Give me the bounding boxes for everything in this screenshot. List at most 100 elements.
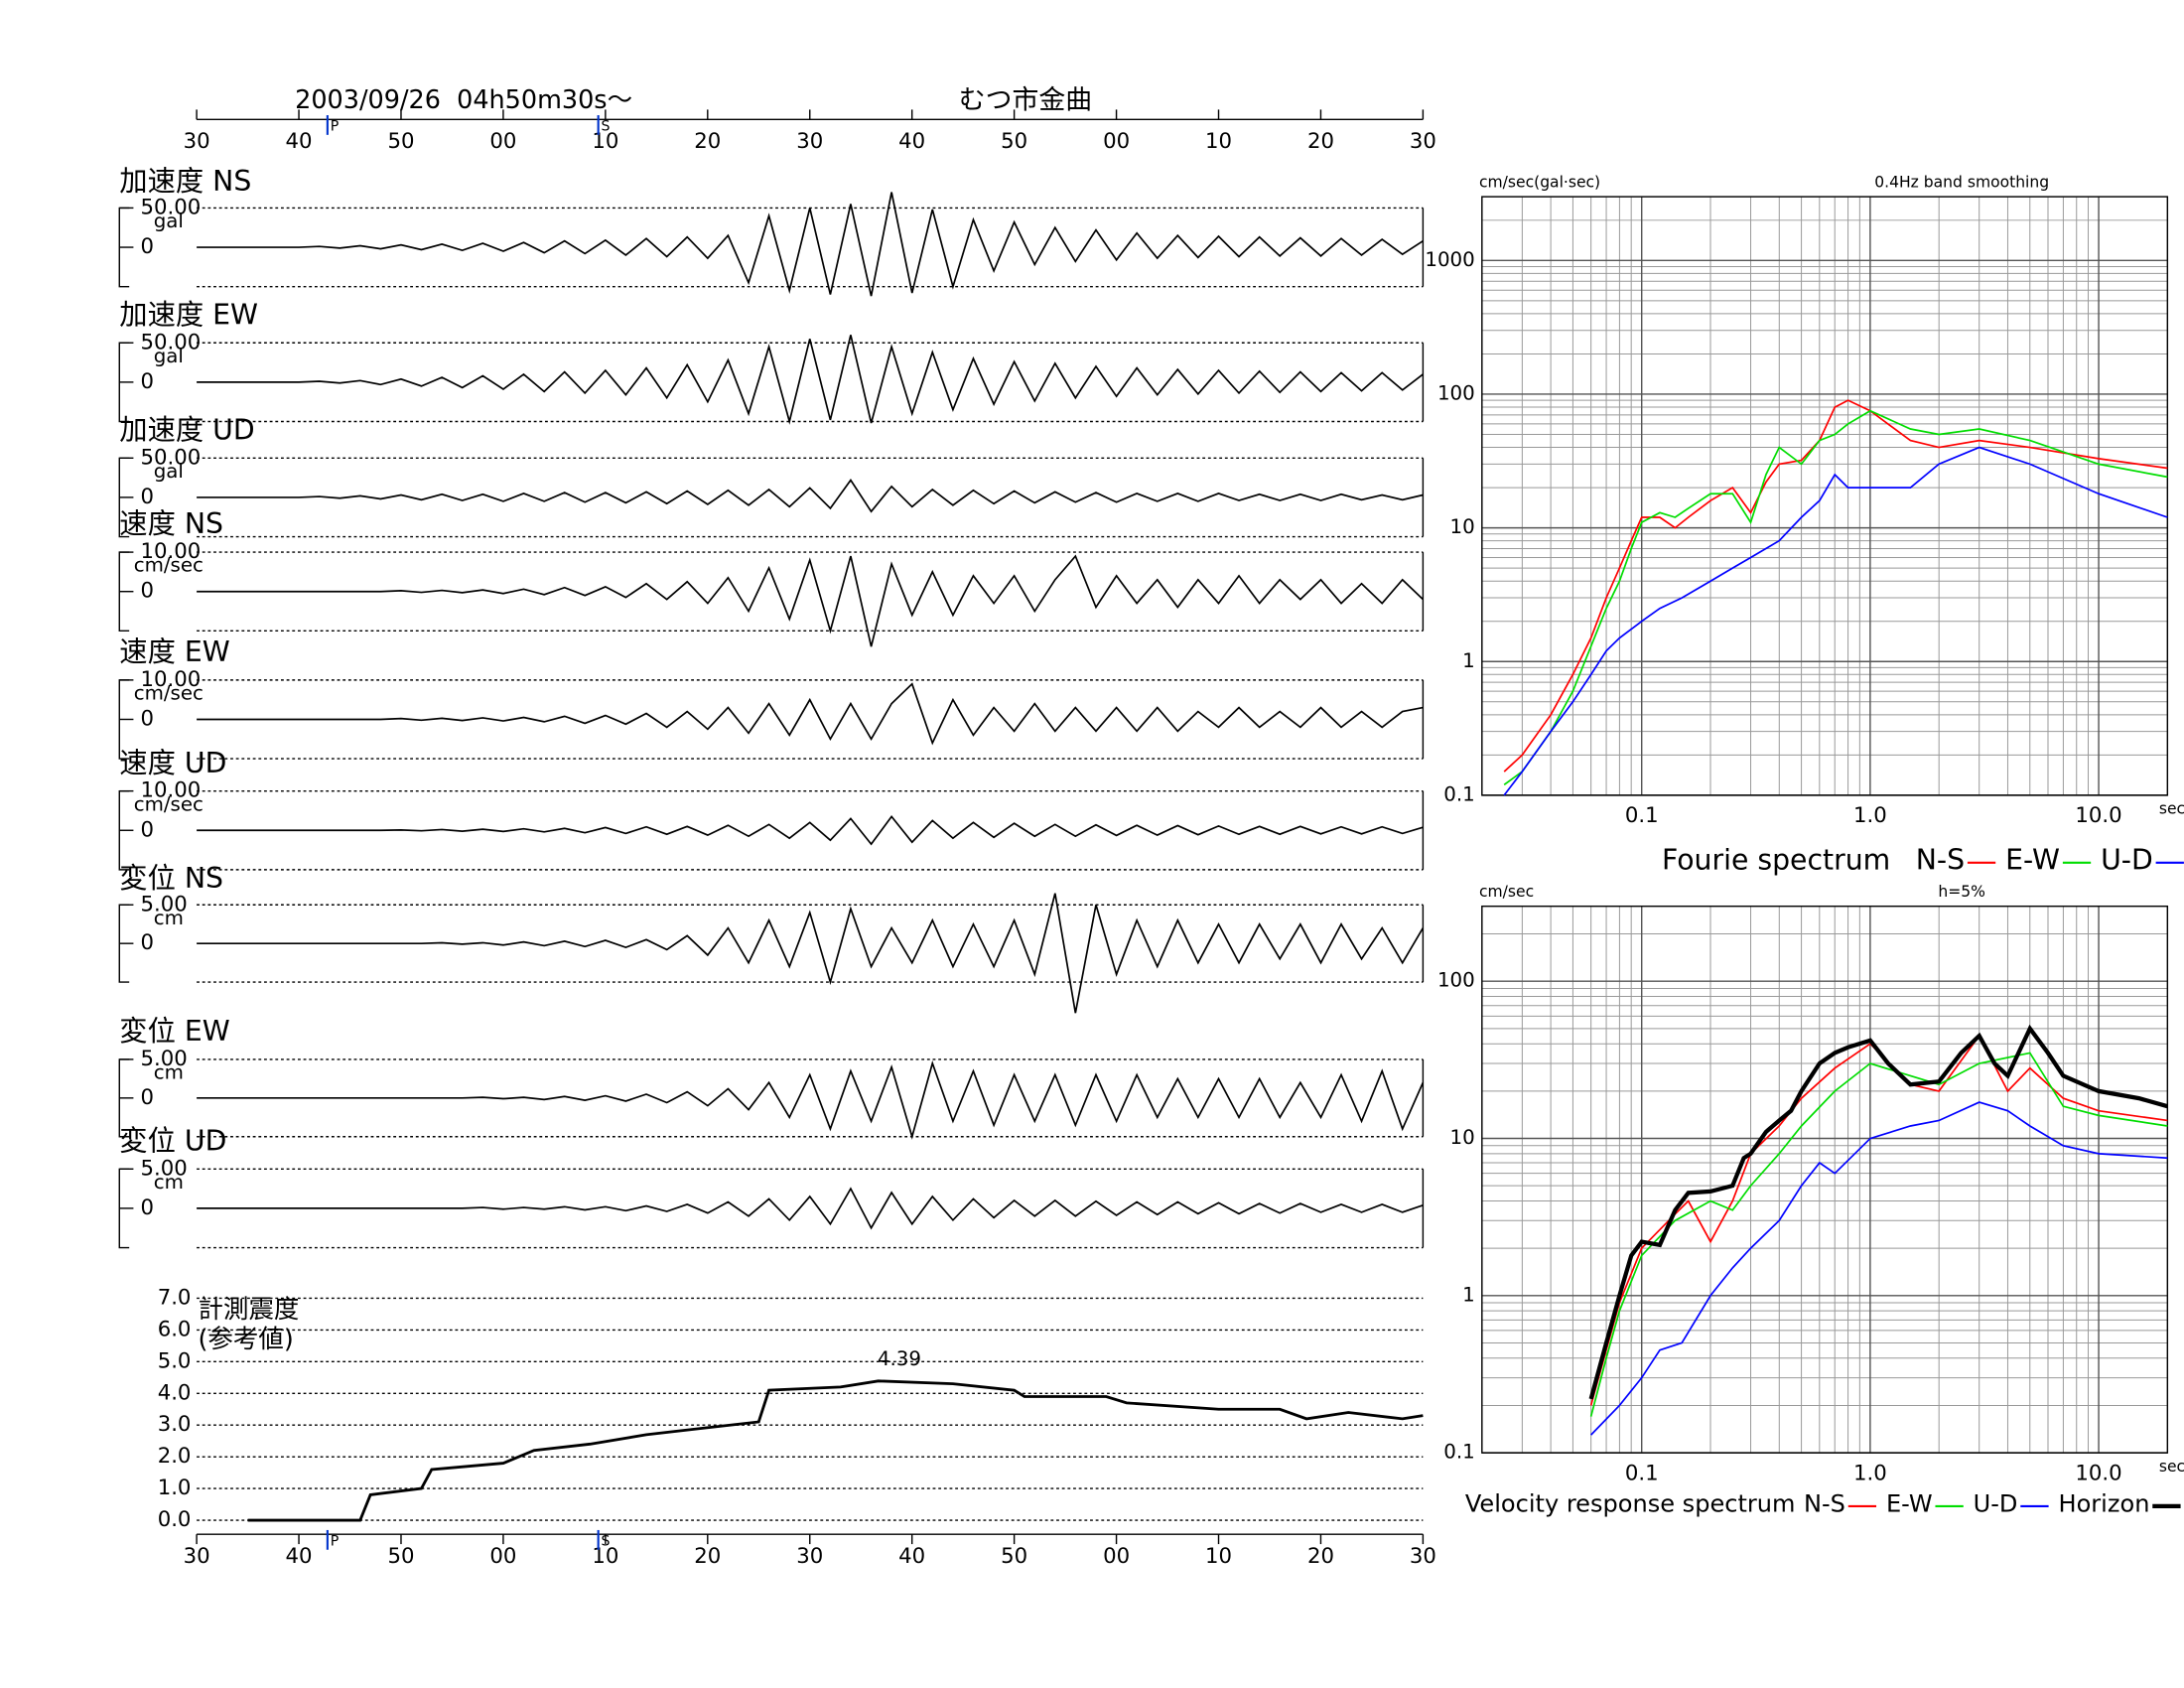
time-tick-label: 00 <box>1103 1544 1130 1569</box>
y-tick-label: 0 <box>141 1085 155 1110</box>
unit-label: gal <box>154 460 184 483</box>
y-tick-label: 3.0 <box>158 1412 192 1437</box>
y-tick-label: 5.00 <box>141 1156 188 1181</box>
waveform <box>197 335 1424 425</box>
time-tick-label: 50 <box>1001 129 1027 154</box>
y-tick-label: 100 <box>1437 381 1475 404</box>
waveform <box>197 815 1424 846</box>
intensity-line <box>247 1379 1424 1522</box>
y-tick-label: 0 <box>141 485 155 509</box>
legend-label: U-D <box>1974 1489 2018 1517</box>
phase-label: P <box>331 1533 340 1549</box>
unit-label: cm <box>154 1061 184 1084</box>
y-tick-label: 5.00 <box>141 892 188 916</box>
y-tick-label: 1000 <box>1425 248 1474 271</box>
spectrum-line <box>1588 1024 2168 1400</box>
time-tick-label: 30 <box>796 1544 823 1569</box>
plot-frame <box>1481 905 2169 1454</box>
y-tick-label: 0 <box>141 234 155 259</box>
panel-label: 変位 UD <box>119 1124 226 1157</box>
y-tick-label: 6.0 <box>158 1317 192 1341</box>
y-tick-label: 1 <box>1462 649 1475 672</box>
legend-label: U-D <box>2101 843 2153 876</box>
time-tick-label: 00 <box>489 129 516 154</box>
legend-label: E-W <box>1886 1489 1933 1517</box>
y-tick-label: 5.00 <box>141 1047 188 1071</box>
peak-label: 4.39 <box>878 1347 921 1370</box>
y-tick-label: 10.00 <box>141 778 202 803</box>
time-tick-label: 00 <box>1103 129 1130 154</box>
y-tick-label: 0 <box>141 706 155 731</box>
y-axis-label: cm/sec(gal·sec) <box>1479 173 1600 191</box>
waveform <box>197 1060 1425 1140</box>
time-tick-label: 50 <box>1001 1544 1027 1569</box>
unit-label: gal <box>154 210 184 232</box>
y-tick-label: 0 <box>141 1196 155 1220</box>
time-tick-label: 20 <box>694 129 721 154</box>
legend-label: N-S <box>1804 1489 1845 1517</box>
phase-label: S <box>601 118 610 134</box>
time-tick-label: 50 <box>387 129 414 154</box>
spectrum-line <box>1590 1101 2168 1436</box>
spectrum-line <box>1589 1034 2168 1406</box>
waveform <box>197 554 1424 647</box>
y-tick-label: 1 <box>1462 1283 1475 1306</box>
legend-label: N-S <box>1916 843 1965 876</box>
time-tick-label: 20 <box>694 1544 721 1569</box>
unit-label: cm <box>154 1171 184 1194</box>
chart-note: 0.4Hz band smoothing <box>1874 173 2049 191</box>
time-tick-label: 30 <box>184 129 210 154</box>
time-tick-label: 20 <box>1307 1544 1334 1569</box>
y-tick-label: 4.0 <box>158 1380 192 1405</box>
panel-label: 加速度 UD <box>119 413 254 446</box>
chart-note: h=5% <box>1938 883 1985 901</box>
legend-label: Horizon <box>2059 1489 2150 1517</box>
phase-label: P <box>331 118 340 134</box>
y-tick-label: 50.00 <box>141 195 202 219</box>
x-axis-label: sec <box>2159 800 2184 818</box>
time-tick-label: 40 <box>898 129 925 154</box>
spectrum-line <box>1503 399 2168 773</box>
time-tick-label: 30 <box>1410 1544 1436 1569</box>
unit-label: cm/sec <box>134 682 204 705</box>
panel-label: 変位 EW <box>119 1015 229 1048</box>
panel-label: 変位 NS <box>119 862 223 895</box>
time-tick-label: 00 <box>489 1544 516 1569</box>
y-tick-label: 1.0 <box>158 1476 192 1500</box>
y-tick-label: 10.00 <box>141 667 202 692</box>
y-tick-label: 10 <box>1450 515 1475 538</box>
y-tick-label: 0 <box>141 817 155 842</box>
y-tick-label: 5.0 <box>158 1348 192 1373</box>
x-tick-label: 1.0 <box>1853 1461 1887 1485</box>
y-tick-label: 7.0 <box>158 1285 192 1310</box>
y-tick-label: 0.1 <box>1443 782 1474 805</box>
record-datetime: 2003/09/26 04h50m30s〜 <box>295 85 632 115</box>
plot-frame <box>1481 196 2169 796</box>
unit-label: cm/sec <box>134 554 204 577</box>
y-tick-label: 0 <box>141 579 155 604</box>
spectrum-line <box>1503 446 2168 796</box>
legend-title: Fourie spectrum <box>1662 843 1890 876</box>
time-tick-label: 10 <box>1205 1544 1232 1569</box>
y-axis-label: cm/sec <box>1479 883 1534 901</box>
unit-label: cm/sec <box>134 792 204 815</box>
waveform <box>197 479 1424 513</box>
y-tick-label: 10.00 <box>141 539 202 564</box>
waveform <box>197 893 1425 1014</box>
x-tick-label: 10.0 <box>2075 803 2121 828</box>
panel-label: 速度 NS <box>119 507 223 540</box>
time-tick-label: 10 <box>592 1544 618 1569</box>
waveform <box>197 192 1424 297</box>
waveform <box>197 682 1424 746</box>
unit-label: gal <box>154 345 184 367</box>
time-tick-label: 40 <box>898 1544 925 1569</box>
x-tick-label: 0.1 <box>1625 1461 1659 1485</box>
x-tick-label: 10.0 <box>2075 1461 2121 1485</box>
time-tick-label: 30 <box>184 1544 210 1569</box>
y-tick-label: 0 <box>141 369 155 394</box>
x-tick-label: 0.1 <box>1625 803 1659 828</box>
spectrum-line <box>1589 1052 2168 1417</box>
panel-label: 速度 UD <box>119 747 226 779</box>
